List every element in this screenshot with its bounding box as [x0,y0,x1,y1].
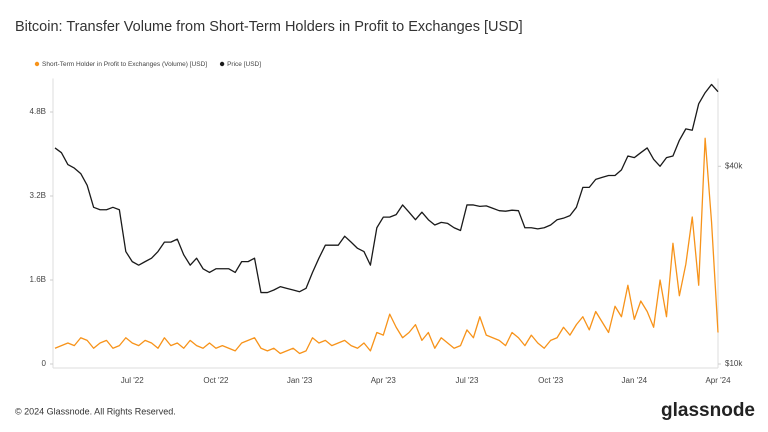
x-tick-label: Oct '23 [538,376,564,385]
chart-title: Bitcoin: Transfer Volume from Short-Term… [15,19,523,35]
x-tick-label: Jul '22 [121,376,144,385]
logo: glassnode [661,400,755,421]
legend-marker [219,61,225,67]
legend-label: Short-Term Holder in Profit to Exchanges… [42,61,207,68]
x-tick-label: Jul '23 [456,376,479,385]
y2-tick-label: $10k [725,359,743,368]
series-line [54,83,719,294]
copyright: © 2024 Glassnode. All Rights Reserved. [15,406,176,416]
y-tick-label: 4.8B [30,107,46,116]
x-tick-label: Jan '24 [622,376,648,385]
x-tick-label: Apr '24 [705,376,731,385]
legend-marker [34,61,40,67]
y2-tick-label: $40k [725,161,743,170]
x-tick-label: Oct '22 [203,376,229,385]
y-tick-label: 1.6B [30,275,46,284]
x-tick-label: Jan '23 [287,376,313,385]
legend-label: Price [USD] [227,61,261,68]
y-tick-label: 0 [42,359,47,368]
series-line [54,137,719,355]
y-tick-label: 3.2B [30,191,46,200]
x-tick-label: Apr '23 [371,376,397,385]
